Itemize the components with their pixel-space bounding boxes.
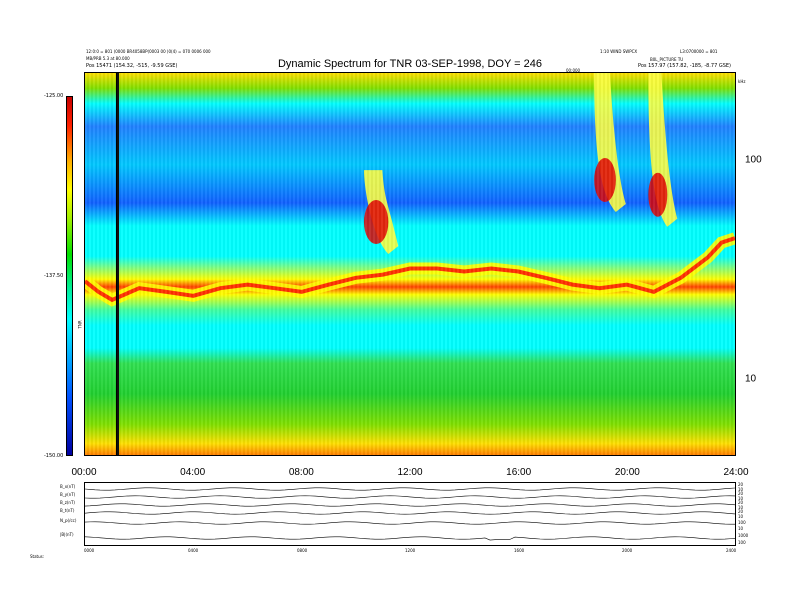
colorbar-label-top: -125.00 — [44, 93, 64, 99]
y-tick-100: 100 — [745, 154, 762, 166]
y-unit-label: kHz — [738, 79, 746, 84]
burst-halo-2 — [363, 170, 399, 255]
lower-right-1: 10 — [738, 487, 744, 492]
burst-halo-0 — [594, 73, 626, 213]
lower-right-5: 10 — [738, 505, 744, 510]
lower-right-0: 20 — [738, 482, 744, 487]
header-mid-label: 00:000 — [566, 68, 581, 73]
lower-row-label-3: B_t(nT) — [60, 508, 75, 513]
burst-core-1 — [648, 172, 668, 217]
header-left-line2: MB/PRB 5.3 at 80.000 — [86, 56, 130, 61]
lower-x-tick-6: 2400 — [726, 548, 737, 553]
lower-row-label-2: B_z(nT) — [60, 500, 75, 505]
x-tick-3: 12:00 — [397, 467, 423, 478]
colorbar — [66, 96, 73, 456]
lower-right-4: 20 — [738, 500, 744, 505]
colorbar-label-mid: -137.50 — [44, 273, 64, 279]
header-right-line3: B0L_PICTURE TU — [650, 57, 684, 62]
header-right-line1: 1:10 WIND SWPCX — [600, 49, 638, 54]
lower-right-3: 10 — [738, 496, 744, 501]
lower-x-tick-5: 2000 — [622, 548, 633, 553]
burst-halo-1 — [648, 73, 678, 227]
spectrogram-panel — [84, 72, 736, 456]
lower-row-label-5: |B|(nT) — [60, 532, 74, 537]
lower-right-10: 1000 — [738, 533, 749, 538]
parameter-trace-0 — [85, 487, 735, 491]
lower-right-2: 20 — [738, 491, 744, 496]
parameter-trace-3 — [85, 511, 735, 515]
plasma-line-halo — [85, 232, 735, 307]
lower-right-9: 10 — [738, 526, 744, 531]
y-tick-10: 10 — [745, 373, 757, 385]
chart-title: Dynamic Spectrum for TNR 03-SEP-1998, DO… — [277, 58, 542, 70]
lower-right-8: 100 — [738, 520, 746, 525]
x-tick-1: 04:00 — [180, 467, 206, 478]
header-left-line1: 12:0:0 = 801 (0000 BR4058BP(0003 00 )0(4… — [86, 49, 211, 54]
header-right-line4: Pos 157.97 (157.82, -185, -8.77 GSE) — [638, 63, 732, 69]
lower-x-tick-1: 0400 — [188, 548, 199, 553]
lower-row-label-1: B_y(nT) — [60, 492, 76, 497]
colorbar-label-bottom: -150.00 — [44, 453, 64, 459]
x-tick-6: 24:00 — [723, 467, 749, 478]
parameter-trace-4 — [85, 521, 735, 525]
x-tick-5: 20:00 — [614, 467, 640, 478]
plasma-line — [85, 236, 735, 303]
x-tick-0: 00:00 — [71, 467, 97, 478]
burst-core-0 — [594, 158, 616, 203]
lower-row-label-4: N_p(/cc) — [60, 518, 77, 523]
lower-row-label-0: B_x(nT) — [60, 484, 76, 489]
lower-right-7: 10 — [738, 514, 744, 519]
parameter-trace-5 — [85, 536, 735, 541]
header-right-line2: L3:0700000 = 801 — [680, 49, 718, 54]
lower-x-tick-2: 0800 — [297, 548, 308, 553]
colorbar-ylabel: TNR — [77, 320, 83, 329]
lower-x-tick-4: 1600 — [514, 548, 525, 553]
burst-core-2 — [363, 200, 389, 245]
lower-status-label: Status: — [30, 554, 45, 559]
parameter-traces — [85, 487, 735, 541]
spectrogram-overlay — [85, 73, 735, 455]
header-left-line3: Pos 15471 (154.32, -515, -9.59 GSE) — [86, 63, 178, 69]
parameter-trace-2 — [85, 503, 735, 507]
lower-x-tick-3: 1200 — [405, 548, 416, 553]
x-tick-4: 16:00 — [506, 467, 532, 478]
parameter-panel — [84, 482, 736, 546]
parameter-trace-1 — [85, 495, 735, 499]
lower-x-tick-0: 0000 — [84, 548, 95, 553]
lower-right-11: 100 — [738, 540, 746, 545]
x-tick-2: 08:00 — [288, 467, 314, 478]
lower-right-6: 20 — [738, 509, 744, 514]
